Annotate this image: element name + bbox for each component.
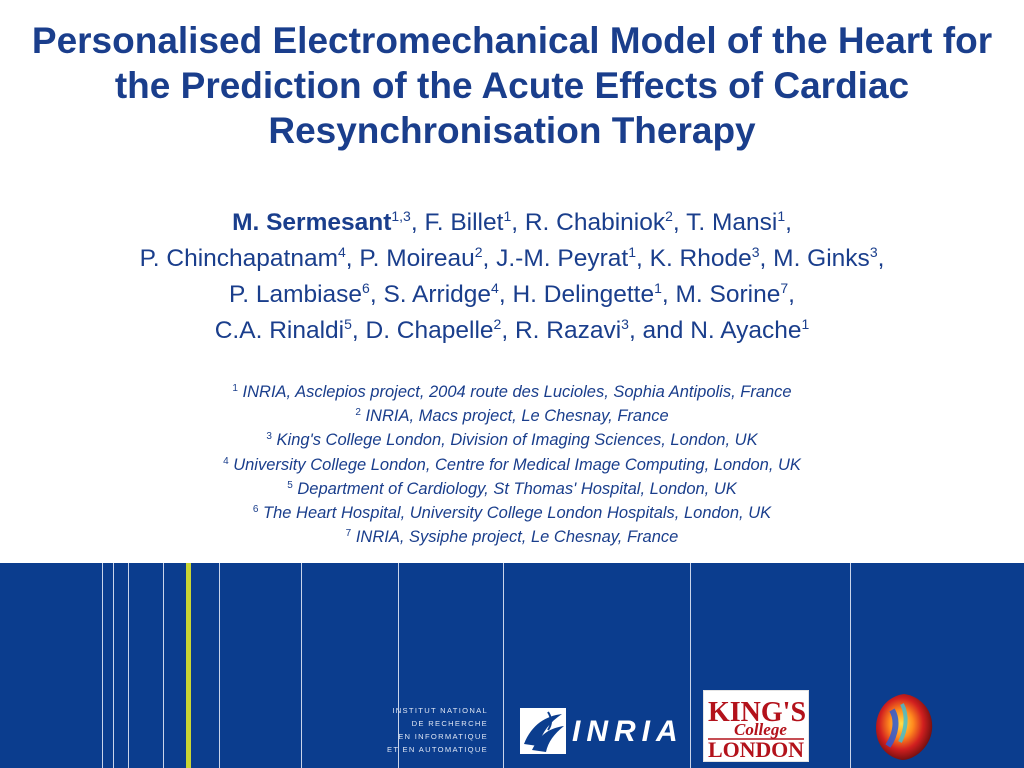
- kings-logo-line1: KING'S: [708, 697, 806, 728]
- inria-text-line: INSTITUT NATIONAL: [392, 706, 488, 715]
- affiliation-marker: 6: [362, 280, 370, 296]
- affiliation-number: 1: [232, 383, 238, 394]
- affiliation-item: 4 University College London, Centre for …: [223, 455, 801, 474]
- decor-line: [301, 563, 302, 768]
- affiliation-marker: 1: [654, 280, 662, 296]
- affiliation-number: 7: [345, 528, 352, 540]
- affiliation-marker: 1: [801, 316, 810, 332]
- decor-line: [503, 563, 504, 768]
- page-title: Personalised Electromechanical Model of …: [31, 20, 993, 151]
- affiliation-marker: 3: [751, 244, 760, 260]
- affiliation-marker: 2: [665, 208, 673, 224]
- lead-author: M. Sermesant: [232, 209, 392, 236]
- footer-band: [0, 563, 1024, 768]
- affiliation-item: 7 INRIA, Sysiphe project, Le Chesnay, Fr…: [345, 528, 679, 547]
- decor-line: [102, 563, 103, 768]
- affiliation-item: 5 Department of Cardiology, St Thomas' H…: [287, 479, 737, 498]
- kings-logo-line2: College: [734, 720, 787, 739]
- affiliation-marker: 4: [337, 244, 346, 260]
- affiliation-marker: 1: [503, 208, 512, 224]
- decor-line: [113, 563, 114, 768]
- decor-line: [690, 563, 691, 768]
- affiliation-marker: 5: [344, 316, 352, 332]
- affiliation-marker: 2: [493, 316, 502, 332]
- kings-logo-line3: LONDON: [708, 737, 804, 761]
- affiliation-number: 3: [266, 431, 272, 443]
- affiliation-marker: 4: [491, 280, 499, 296]
- affiliation-item: 6 The Heart Hospital, University College…: [252, 504, 772, 523]
- heart-model-icon: [876, 694, 933, 760]
- decor-line: [398, 563, 399, 768]
- inria-text-line: DE RECHERCHE: [411, 719, 488, 728]
- accent-line: [186, 563, 191, 768]
- affiliation-item: 3 King's College London, Division of Ima…: [266, 431, 758, 450]
- affiliation-number: 2: [355, 407, 361, 419]
- affiliation-number: 6: [252, 504, 259, 516]
- affiliation-item: 1 INRIA, Asclepios project, 2004 route d…: [232, 383, 792, 401]
- affiliation-marker: 3: [621, 316, 629, 332]
- affiliation-item: 2 INRIA, Macs project, Le Chesnay, Franc…: [355, 407, 669, 426]
- affiliation-list: 1 INRIA, Asclepios project, 2004 route d…: [20, 380, 1004, 549]
- author-list: M. Sermesant1,3, F. Billet1, R. Chabinio…: [20, 205, 1004, 349]
- decor-line: [128, 563, 129, 768]
- author-line: M. Sermesant1,3, F. Billet1, R. Chabinio…: [232, 208, 792, 236]
- inria-wordmark: INRIA: [572, 715, 684, 748]
- decor-line: [850, 563, 851, 768]
- author-line: P. Chinchapatnam4, P. Moireau2, J.-M. Pe…: [139, 244, 885, 272]
- inria-text-line: ET EN AUTOMATIQUE: [386, 745, 488, 754]
- affiliation-marker: 2: [474, 244, 483, 260]
- affiliation-number: 5: [287, 479, 293, 491]
- affiliation-number: 4: [223, 455, 229, 467]
- affiliation-marker: 7: [780, 280, 789, 296]
- affiliation-marker: 1,3: [391, 208, 411, 224]
- affiliation-marker: 1: [628, 244, 636, 260]
- inria-swirl-icon: [520, 708, 566, 754]
- inria-text-line: EN INFORMATIQUE: [398, 732, 488, 741]
- author-line: C.A. Rinaldi5, D. Chapelle2, R. Razavi3,…: [214, 316, 810, 344]
- decor-line: [219, 563, 220, 768]
- author-line: P. Lambiase6, S. Arridge4, H. Delingette…: [229, 280, 795, 308]
- kings-college-logo: KING'S College LONDON: [703, 690, 809, 762]
- affiliation-marker: 1: [777, 208, 786, 224]
- decor-line: [163, 563, 164, 768]
- affiliation-marker: 3: [869, 244, 878, 260]
- inria-institute-text: INSTITUT NATIONAL DE RECHERCHE EN INFORM…: [380, 704, 488, 756]
